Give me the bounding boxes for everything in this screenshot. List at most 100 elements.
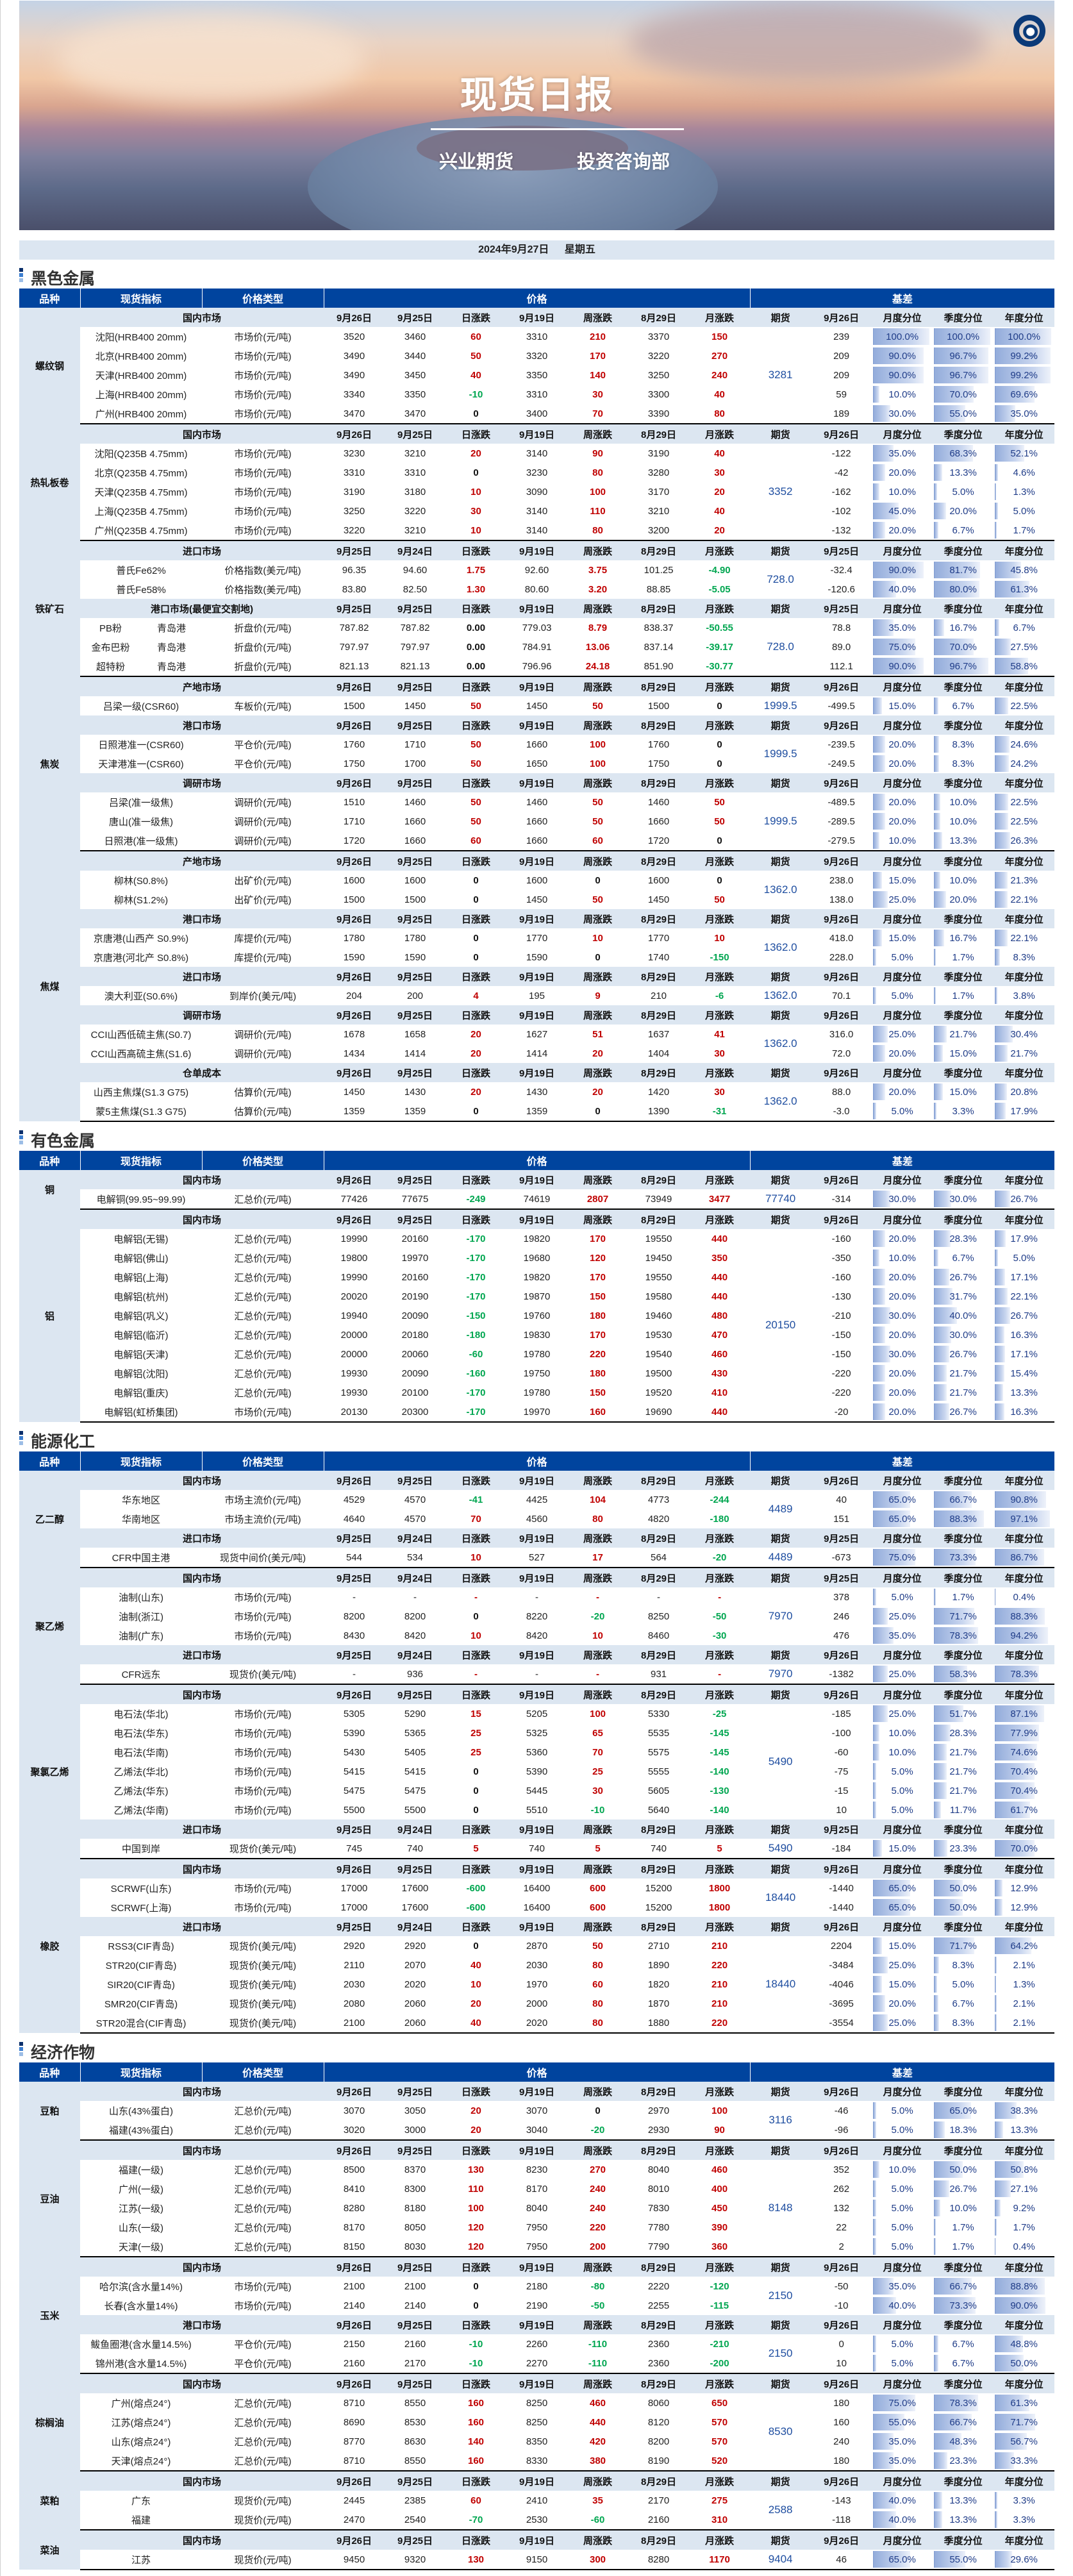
- percentile-bar: [934, 1384, 947, 1401]
- percentile-value: 75.0%: [888, 1551, 916, 1563]
- price-change: 270: [711, 350, 728, 362]
- column-label: 期货: [750, 1819, 811, 1839]
- percentile-value: 86.7%: [1010, 1551, 1038, 1563]
- price-value: 2020: [506, 2013, 568, 2034]
- price-type: 平仓价(元/吨): [234, 739, 292, 751]
- price-change: 104: [590, 1494, 606, 1505]
- column-label: 8月29日: [628, 676, 690, 696]
- price-value: 2060: [404, 1998, 426, 2009]
- percentile-bar: [873, 1103, 877, 1119]
- column-label: 月涨跌: [689, 308, 751, 327]
- quarterly-percentile: 16.7%: [933, 618, 994, 637]
- percentile-value: 28.3%: [949, 1233, 977, 1244]
- price-value: 3250: [647, 369, 670, 381]
- price-value: 2030: [343, 1978, 365, 1990]
- basis-value: -162: [831, 486, 851, 498]
- indicator-name: 山西主焦煤(S1.3 G75): [93, 1087, 189, 1098]
- quarterly-percentile: 96.7%: [933, 657, 994, 677]
- spot-price-table: 品种 现货指标 价格类型 价格 基差 豆粕 国内市场 9月26日 9月25日 日涨跌 9月19日 周涨…: [19, 2062, 1055, 2570]
- percentile-bar: [873, 2200, 877, 2216]
- price-value: 1660: [647, 815, 670, 827]
- price-value: 1880: [628, 2013, 690, 2034]
- market-subheader-row: 港口市场 9月26日 9月25日 日涨跌 9月19日 周涨跌 8月29日 月涨跌 期货 9月26日…: [19, 909, 1055, 928]
- indicator-name: 电解铝(巩义): [113, 1310, 169, 1322]
- variety-cell: 乙二醇: [19, 1471, 80, 1568]
- variety-cell: 铜: [19, 1170, 80, 1209]
- percentile-bar: [995, 1763, 1035, 1780]
- column-label: 年度分位: [994, 2315, 1055, 2334]
- percentile-value: 50.0%: [949, 1882, 977, 1894]
- price-change: 50: [592, 1940, 603, 1952]
- column-label: 期货: [750, 1170, 811, 1189]
- indicator-name: 天津(HRB400 20mm): [95, 370, 187, 381]
- price-change: 17: [567, 1548, 629, 1568]
- price-value: 1460: [647, 796, 670, 808]
- column-label: 9月25日: [385, 2140, 446, 2160]
- percentile-value: 15.0%: [888, 1940, 916, 1952]
- column-label: 年度分位: [994, 1209, 1055, 1229]
- header-price: 价格: [323, 1451, 751, 1471]
- price-value: 5475: [343, 1785, 365, 1796]
- column-label: 期货: [750, 2082, 811, 2101]
- column-label: 日涨跌: [445, 599, 507, 618]
- percentile-bar: [934, 1365, 947, 1382]
- basis-value: -3484: [829, 1959, 854, 1971]
- price-value: 19930: [340, 1387, 368, 1398]
- indicator-location: 青岛港: [157, 623, 187, 634]
- price-value: 3230: [526, 467, 548, 478]
- price-change: 35: [592, 2495, 603, 2506]
- price-value: 20090: [401, 1367, 429, 1379]
- column-label: 月涨跌: [689, 2530, 751, 2550]
- column-label: 8月29日: [628, 1005, 690, 1025]
- quarterly-percentile: 100.0%: [933, 327, 994, 346]
- header-variety: 品种: [19, 1451, 80, 1471]
- price-value: 7780: [647, 2221, 670, 2233]
- header-indicator: 现货指标: [79, 1451, 203, 1471]
- price-value: 2260: [526, 2338, 548, 2350]
- price-type: 调研价(元/吨): [234, 816, 292, 828]
- monthly-percentile: 90.0%: [872, 365, 933, 385]
- price-value: 19680: [523, 1252, 551, 1264]
- indicator-name: 柳林(S0.8%): [113, 875, 169, 887]
- futures-price: 5490: [750, 1839, 811, 1859]
- column-label: 年度分位: [994, 1471, 1055, 1490]
- monthly-percentile: 5.0%: [872, 2354, 933, 2374]
- price-change: 80: [592, 1959, 603, 1971]
- table-row: 广州(一级) 汇总价(元/吨) 8410 8300 110 8170 240 8010 400 2…: [19, 2179, 1054, 2198]
- price-change: 80: [592, 1513, 603, 1525]
- column-label: 季度分位: [933, 2257, 994, 2277]
- column-label: 日涨跌: [445, 851, 507, 871]
- price-change: 410: [711, 1387, 728, 1398]
- price-value: 1420: [647, 1086, 670, 1098]
- price-type: 汇总价(元/吨): [202, 2237, 324, 2257]
- column-label: 年度分位: [994, 715, 1055, 735]
- table-row: 天津(Q235B 4.75mm) 市场价(元/吨) 3190 3180 10 3090 10…: [19, 482, 1054, 501]
- header-banner: 现货日报 兴业期货 投资咨询部: [19, 1, 1054, 230]
- price-change: 5: [445, 1839, 507, 1859]
- indicator-name: 电石法(华东): [113, 1728, 169, 1739]
- percentile-value: 25.0%: [888, 894, 916, 905]
- percentile-bar: [995, 736, 1010, 753]
- column-label: 月度分位: [872, 1209, 933, 1229]
- price-value: 83.80: [342, 583, 367, 595]
- market-subheader-row: 进口市场 9月25日 9月24日 日涨跌 9月19日 周涨跌 8月29日 月涨跌 期货 9月26日…: [19, 1645, 1055, 1664]
- percentile-bar: [995, 522, 997, 539]
- price-value: 5390: [343, 1727, 365, 1739]
- percentile-bar: [995, 581, 1030, 598]
- column-label: 月度分位: [872, 424, 933, 444]
- table-row: SCRWF(山东) 市场价(元/吨) 17000 17600 -600 16400 600 1…: [19, 1878, 1054, 1903]
- percentile-value: 10.0%: [888, 2164, 916, 2175]
- price-value: 19970: [401, 1252, 429, 1264]
- column-label: 日涨跌: [445, 1471, 507, 1490]
- column-label: 9月25日: [811, 599, 872, 618]
- monthly-percentile: 25.0%: [872, 1664, 933, 1685]
- percentile-value: 30.0%: [949, 1193, 977, 1205]
- percentile-value: 15.4%: [1010, 1367, 1038, 1379]
- percentile-bar: [873, 1491, 910, 1508]
- price-change: -600: [466, 1902, 486, 1913]
- price-value: 5640: [647, 1804, 670, 1816]
- price-value: 779.03: [522, 622, 552, 633]
- column-label: 月涨跌: [689, 1005, 751, 1025]
- percentile-value: 15.0%: [888, 1843, 916, 1854]
- indicator-name: 山东(熔点24°): [111, 2436, 171, 2448]
